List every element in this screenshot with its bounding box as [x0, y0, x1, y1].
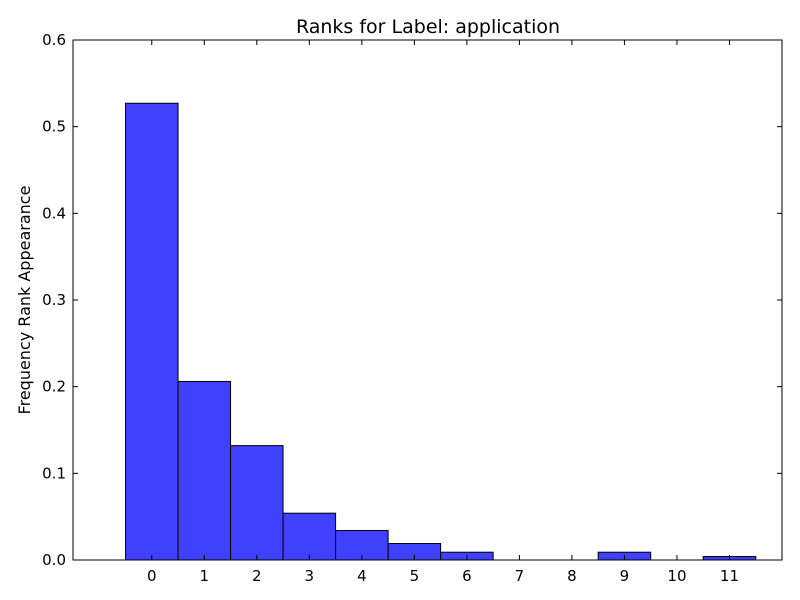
bars-layer	[125, 102, 757, 561]
ticks-layer: 0 1 2 3 4 5 6 7 8 9 10 11 0.0 0.1 0.2 0.3 0.4 0.5 0.6	[42, 31, 782, 585]
x-tick-label-0: 0	[147, 567, 157, 585]
x-tick-label-8: 8	[567, 567, 577, 585]
x-tick-label-7: 7	[515, 567, 525, 585]
y-tick-label-0.3: 0.3	[42, 291, 66, 309]
x-tick-label-6: 6	[462, 567, 472, 585]
y-tick-label-0.0: 0.0	[42, 551, 66, 569]
x-tick-label-10: 10	[667, 567, 686, 585]
x-tick-label-3: 3	[305, 567, 315, 585]
x-tick-label-5: 5	[410, 567, 420, 585]
y-tick-label-0.5: 0.5	[42, 118, 66, 136]
y-tick-label-0.2: 0.2	[42, 378, 66, 396]
x-tick-label-4: 4	[357, 567, 367, 585]
y-tick-label-0.6: 0.6	[42, 31, 66, 49]
bar-0	[125, 102, 179, 561]
bar-3	[282, 512, 337, 561]
x-tick-label-1: 1	[200, 567, 210, 585]
x-tick-label-2: 2	[252, 567, 262, 585]
plot-frame	[72, 39, 783, 561]
y-tick-label-0.4: 0.4	[42, 204, 66, 222]
chart-title: Ranks for Label: application	[296, 16, 560, 38]
x-tick-label-9: 9	[620, 567, 630, 585]
y-tick-label-0.1: 0.1	[42, 464, 66, 482]
bar-1	[177, 380, 232, 561]
y-axis-label: Frequency Rank Appearance	[15, 186, 34, 415]
bar-2	[230, 445, 284, 561]
x-tick-label-11: 11	[720, 567, 739, 585]
